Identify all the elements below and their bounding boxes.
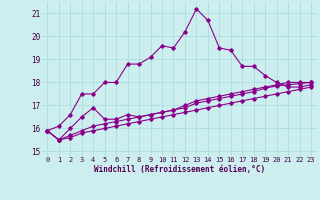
X-axis label: Windchill (Refroidissement éolien,°C): Windchill (Refroidissement éolien,°C) [94,165,265,174]
